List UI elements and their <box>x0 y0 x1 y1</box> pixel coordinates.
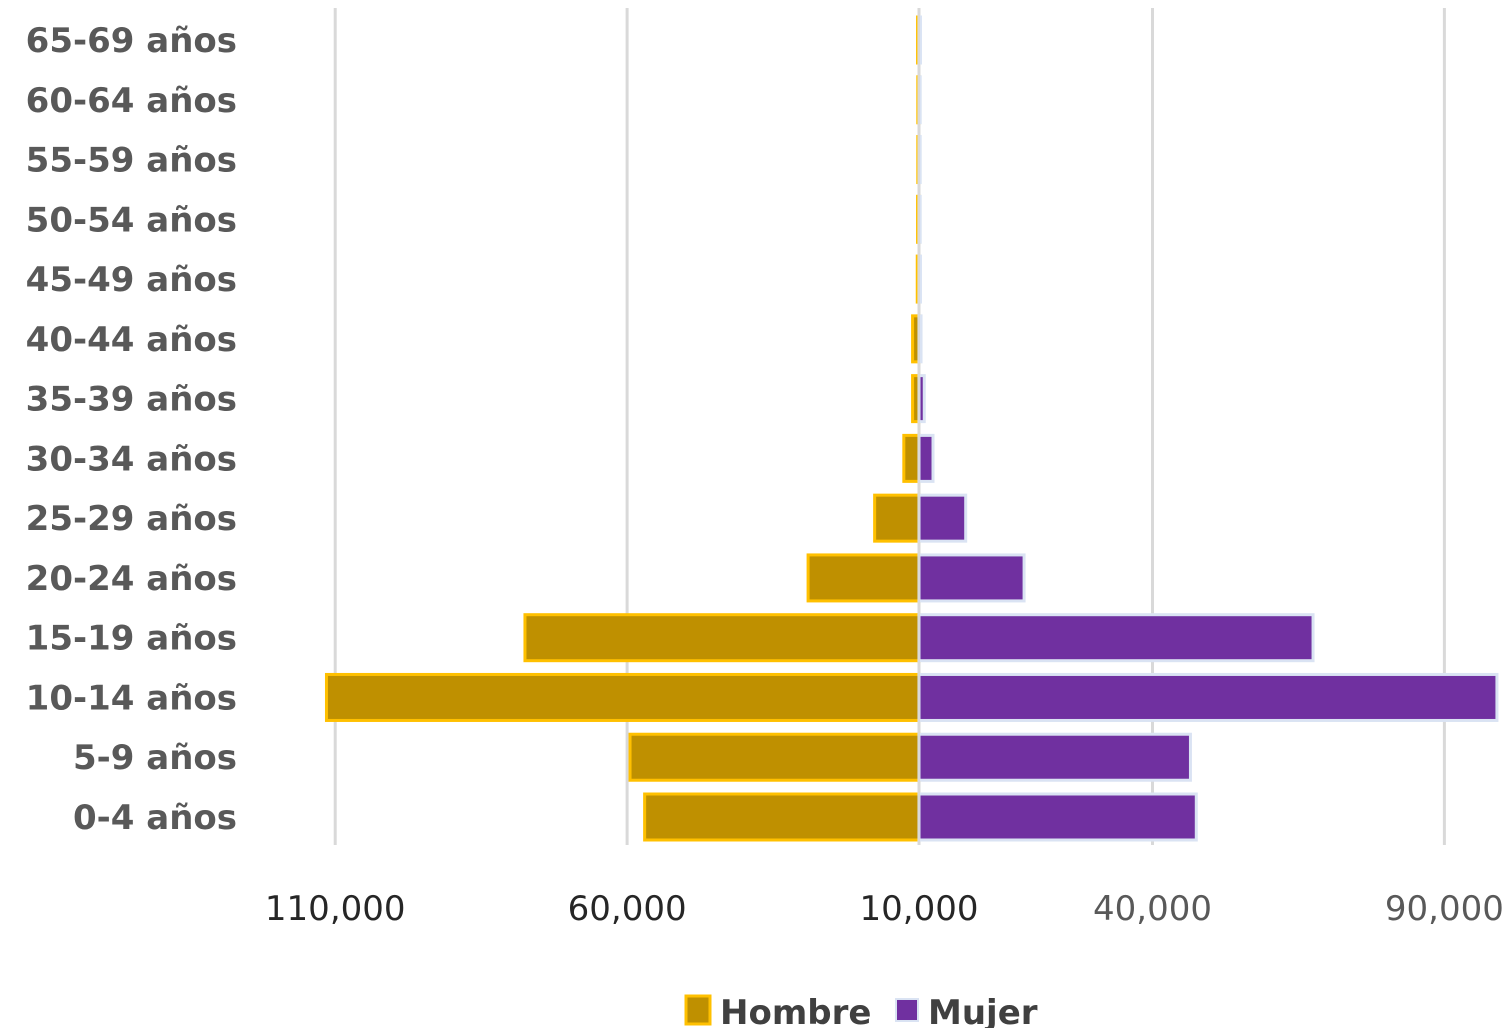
category-label-2: 10-14 años <box>26 678 237 718</box>
x-tick-label-3: 40,000 <box>1093 889 1212 929</box>
category-label-5: 25-29 años <box>26 499 237 539</box>
legend: Hombre Mujer <box>684 993 1038 1028</box>
category-label-1: 5-9 años <box>73 738 237 778</box>
bar-mujer-2 <box>917 672 1499 722</box>
legend-swatch-hombre <box>684 994 712 1026</box>
category-label-10: 50-54 años <box>26 200 237 240</box>
category-label-7: 35-39 años <box>26 380 237 420</box>
category-labels: 0-4 años 5-9 años 10-14 años 15-19 años 20-2… <box>26 21 237 838</box>
category-label-9: 45-49 años <box>26 260 237 300</box>
bar-hombre-2 <box>324 672 921 722</box>
bar-hombre-1 <box>628 732 921 782</box>
x-tick-label-1: 60,000 <box>568 889 687 929</box>
bar-hombre-0 <box>643 792 921 842</box>
bar-hombre-5 <box>873 493 921 543</box>
bar-mujer-6 <box>917 433 935 483</box>
bar-mujer-3 <box>917 613 1315 663</box>
legend-label-mujer: Mujer <box>928 993 1038 1028</box>
bar-hombre-4 <box>806 553 921 603</box>
category-label-0: 0-4 años <box>73 798 237 838</box>
bar-mujer-0 <box>917 792 1198 842</box>
category-label-4: 20-24 años <box>26 559 237 599</box>
bar-mujer-1 <box>917 732 1192 782</box>
legend-label-hombre: Hombre <box>720 993 871 1028</box>
category-label-3: 15-19 años <box>26 619 237 659</box>
bar-hombre-3 <box>523 613 921 663</box>
bars <box>324 8 1499 845</box>
x-tick-label-4: 90,000 <box>1385 889 1504 929</box>
category-label-6: 30-34 años <box>26 439 237 479</box>
category-label-12: 60-64 años <box>26 81 237 121</box>
category-label-11: 55-59 años <box>26 141 237 181</box>
bar-hombre-6 <box>902 433 921 483</box>
x-tick-labels: 110,000 60,000 10,000 40,000 90,000 <box>265 889 1504 929</box>
x-tick-label-2: 10,000 <box>860 889 979 929</box>
bar-mujer-5 <box>917 493 968 543</box>
category-label-8: 40-44 años <box>26 320 237 360</box>
x-tick-label-0: 110,000 <box>265 889 406 929</box>
category-label-13: 65-69 años <box>26 21 237 61</box>
legend-swatch-mujer <box>895 998 919 1022</box>
bar-mujer-4 <box>917 553 1026 603</box>
